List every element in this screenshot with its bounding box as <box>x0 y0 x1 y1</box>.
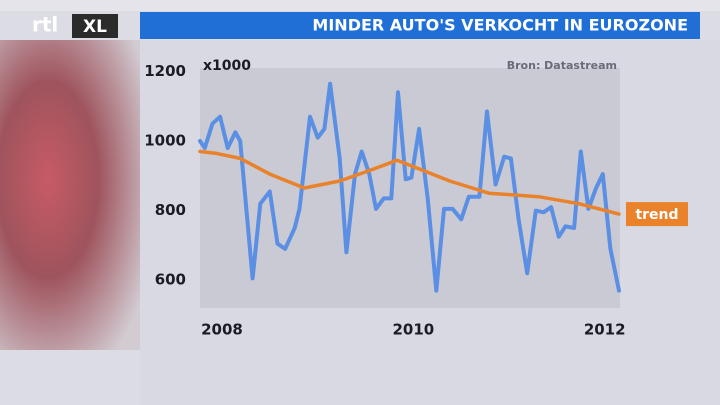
car-backdrop <box>0 40 160 350</box>
logo-xl: XL <box>83 17 107 37</box>
logo-rtl: rtl <box>32 13 58 37</box>
source: Bron: Datastream <box>507 59 617 72</box>
chart-title: MINDER AUTO'S VERKOCHT IN EUROZONE <box>312 16 688 35</box>
series-line <box>198 81 621 293</box>
y-tick-label: 800 <box>155 201 186 219</box>
y-tick-label: 1000 <box>144 132 186 150</box>
legend-box <box>626 202 688 227</box>
logo-box <box>72 14 118 38</box>
y-tick-label: 1200 <box>144 62 186 80</box>
y-unit: x1000 <box>203 58 251 74</box>
x-tick-label: 2012 <box>584 321 626 339</box>
top-strip <box>0 0 720 11</box>
logo: rtl XL <box>32 13 118 38</box>
x-tick-label: 2010 <box>392 321 434 339</box>
y-tick-label: 600 <box>155 271 186 289</box>
title-bar <box>140 12 700 39</box>
series-line <box>198 149 621 216</box>
marks: trend <box>198 81 688 293</box>
x-tick-label: 2008 <box>201 321 243 339</box>
legend-label: trend <box>635 207 678 223</box>
plot-area <box>200 68 620 308</box>
